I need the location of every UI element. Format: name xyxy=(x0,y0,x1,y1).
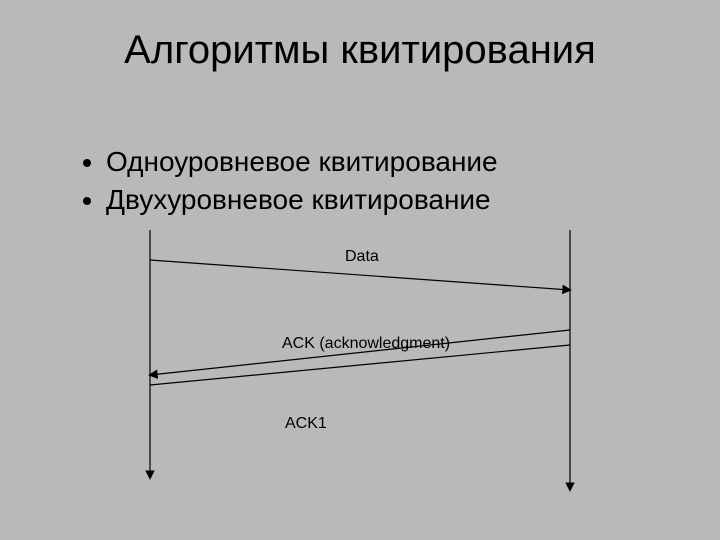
message-label: Data xyxy=(345,248,379,266)
message-label: ACK1 xyxy=(285,415,327,433)
slide: Алгоритмы квитирования Одноуровневое кви… xyxy=(0,0,720,540)
sequence-diagram: Data ACK (acknowledgment) ACK1 xyxy=(130,230,590,500)
list-item: Двухуровневое квитирование xyxy=(106,181,498,219)
slide-title: Алгоритмы квитирования xyxy=(0,28,720,73)
list-item: Одноуровневое квитирование xyxy=(106,143,498,181)
bullet-list: Одноуровневое квитирование Двухуровневое… xyxy=(38,143,498,219)
diagram-svg xyxy=(130,230,590,500)
message-label: ACK (acknowledgment) xyxy=(282,335,450,353)
